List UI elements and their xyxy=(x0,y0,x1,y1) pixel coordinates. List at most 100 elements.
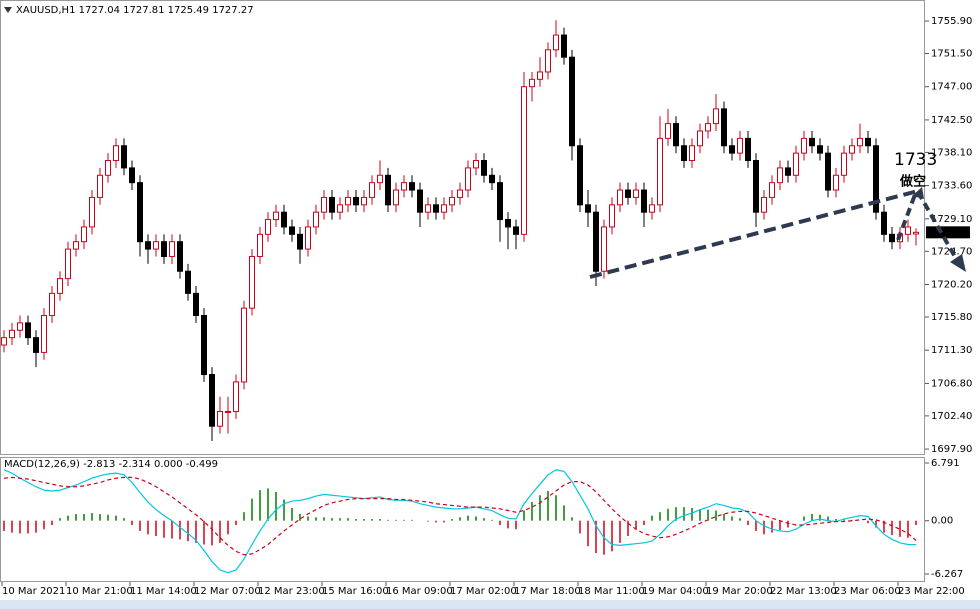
projection-up xyxy=(896,191,918,241)
price-tag xyxy=(926,226,970,239)
candle-body xyxy=(473,160,479,169)
candle-body xyxy=(377,174,383,184)
y-tick-label: 1702.40 xyxy=(931,411,972,422)
candle-body xyxy=(361,196,367,206)
candle-body xyxy=(777,167,783,184)
candle-body xyxy=(649,204,655,213)
candle-body xyxy=(313,211,319,228)
candle-body xyxy=(249,255,255,309)
macd-pane-frame xyxy=(0,457,925,582)
candle-body xyxy=(617,189,623,206)
main-pane-frame xyxy=(0,0,925,455)
candle-body xyxy=(81,226,87,243)
candle-body xyxy=(289,226,295,235)
candle-body xyxy=(425,204,431,213)
x-tick-label: 22 Mar 13:00 xyxy=(770,586,837,597)
arrow-head xyxy=(912,187,924,199)
candle-body xyxy=(169,241,175,257)
candle-body xyxy=(393,189,399,206)
candle-body xyxy=(681,145,687,162)
x-tick-label: 17 Mar 02:00 xyxy=(450,586,517,597)
candle-body xyxy=(673,123,679,147)
candle-body xyxy=(49,292,55,317)
candle-body xyxy=(545,49,551,73)
candle-body xyxy=(657,137,663,206)
candle-body xyxy=(857,137,863,147)
candle-body xyxy=(193,292,199,317)
x-tick-label: 19 Mar 20:00 xyxy=(706,586,773,597)
candle-body xyxy=(801,137,807,154)
x-tick-label: 23 Mar 22:00 xyxy=(898,586,965,597)
candle-body xyxy=(833,174,839,191)
candle-body xyxy=(577,145,583,206)
candle-body xyxy=(385,174,391,206)
price-tag-label: 1727.27 xyxy=(929,227,970,238)
candle-body xyxy=(201,315,207,376)
candle-body xyxy=(689,145,695,162)
candle-body xyxy=(625,189,631,198)
y-tick-label: 1711.30 xyxy=(931,345,972,356)
candle-body xyxy=(457,189,463,198)
candle-body xyxy=(561,34,567,58)
candle-body xyxy=(585,204,591,213)
x-tick-label: 10 Mar 21:00 xyxy=(66,586,133,597)
candle-body xyxy=(745,137,751,162)
candle-body xyxy=(225,410,231,413)
candle-body xyxy=(609,204,615,228)
candle-body xyxy=(137,182,143,243)
macd-line xyxy=(3,469,917,574)
y-tick-label: 1738.10 xyxy=(931,147,972,158)
candle-body xyxy=(633,189,639,198)
x-tick-label: 23 Mar 06:00 xyxy=(834,586,901,597)
candle-body xyxy=(329,196,335,213)
candle-body xyxy=(825,152,831,191)
y-tick-label: 1715.80 xyxy=(931,312,972,323)
candle-body xyxy=(257,233,263,257)
y-tick-label: 1751.50 xyxy=(931,49,972,60)
candle-body xyxy=(305,226,311,250)
candle-body xyxy=(769,182,775,198)
candle-body xyxy=(9,329,15,339)
candle-body xyxy=(793,152,799,176)
candle-body xyxy=(465,167,471,191)
annotation-short: 做空 xyxy=(899,174,926,190)
candle-body xyxy=(905,226,911,235)
candle-body xyxy=(417,189,423,213)
candle-body xyxy=(433,204,439,213)
x-tick-label: 12 Mar 23:00 xyxy=(258,586,325,597)
candle-body xyxy=(105,160,111,176)
candle-body xyxy=(665,123,671,139)
macd-header: MACD(12,26,9) -2.813 -2.314 0.000 -0.499 xyxy=(4,459,218,470)
candle-body xyxy=(217,410,223,427)
y-tick-label: 0.00 xyxy=(931,516,953,527)
candle-body xyxy=(129,167,135,184)
candle-body xyxy=(721,108,727,147)
x-tick-label: 12 Mar 07:00 xyxy=(194,586,261,597)
candle-body xyxy=(737,137,743,154)
price-header: XAUUSD,H1 1727.04 1727.81 1725.49 1727.2… xyxy=(16,5,254,16)
arrow-head xyxy=(950,254,966,272)
y-tick-label: 1755.90 xyxy=(931,16,972,27)
candle-body xyxy=(273,211,279,221)
candle-body xyxy=(449,196,455,206)
candle-body xyxy=(753,160,759,213)
trend-line xyxy=(589,189,919,279)
x-tick-label: 19 Mar 04:00 xyxy=(642,586,709,597)
candle-body xyxy=(185,270,191,294)
bottom-strip xyxy=(0,600,980,609)
candle-body xyxy=(209,374,215,427)
x-tick-label: 15 Mar 16:00 xyxy=(322,586,389,597)
x-tick-label: 10 Mar 2021 xyxy=(2,586,65,597)
candle-body xyxy=(729,145,735,154)
candle-body xyxy=(809,137,815,147)
candle-body xyxy=(553,34,559,51)
candle-body xyxy=(881,211,887,235)
candle-body xyxy=(33,337,39,353)
candle-body xyxy=(785,167,791,176)
candle-body xyxy=(233,381,239,412)
candle-body xyxy=(97,174,103,198)
candle-body xyxy=(345,196,351,206)
candle-body xyxy=(521,86,527,235)
